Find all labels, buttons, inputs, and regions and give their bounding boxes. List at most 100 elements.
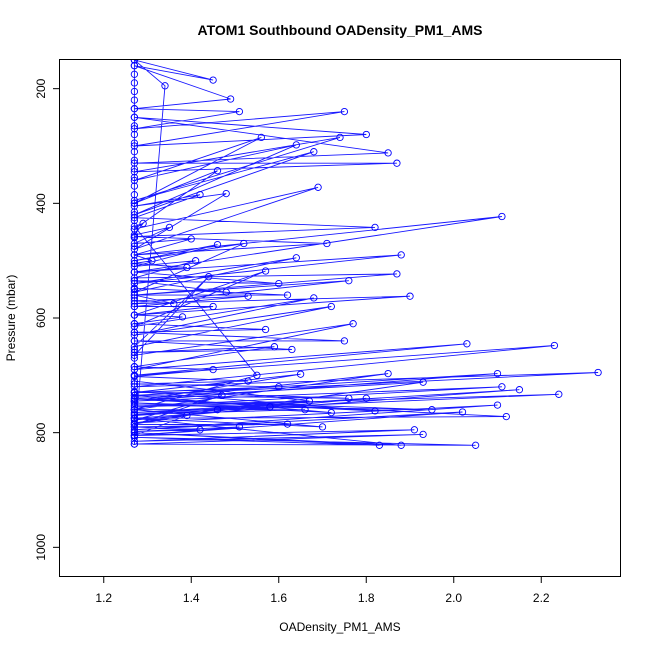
data-point (196, 426, 204, 434)
data-point (235, 107, 244, 116)
data-point (226, 95, 235, 103)
data-point (235, 423, 244, 431)
data-point (261, 325, 270, 334)
data-point (130, 401, 139, 409)
data-point (130, 391, 139, 400)
data-point (130, 202, 139, 210)
data-point (471, 441, 480, 449)
data-point (130, 291, 139, 299)
data-point (222, 189, 230, 198)
data-point (209, 365, 217, 374)
data-point (130, 165, 139, 173)
data-point (283, 291, 292, 299)
data-point (130, 148, 139, 156)
data-point (130, 176, 139, 185)
x-tick-label: 2.0 (445, 591, 462, 605)
data-point (340, 107, 349, 116)
data-point (130, 431, 139, 440)
data-point (130, 348, 139, 357)
data-point (130, 337, 139, 345)
data-point (130, 142, 139, 150)
plot-area (130, 60, 602, 449)
data-point (292, 141, 300, 149)
data-point (130, 328, 139, 336)
data-point (493, 401, 502, 409)
data-point (130, 354, 139, 362)
data-point (498, 383, 506, 391)
data-point (318, 423, 327, 431)
data-point (515, 386, 524, 394)
data-point (130, 79, 139, 87)
data-point (130, 222, 139, 230)
data-point (165, 223, 174, 232)
data-point (266, 403, 274, 411)
data-point (362, 130, 370, 139)
data-point (130, 399, 139, 407)
data-point (130, 363, 139, 371)
data-point (594, 368, 602, 377)
y-tick-label: 800 (34, 422, 48, 442)
data-point (340, 337, 349, 345)
data-point (130, 251, 139, 259)
data-point (213, 240, 222, 249)
data-point (130, 403, 139, 411)
x-tick-label: 1.4 (183, 591, 200, 605)
data-point (148, 257, 156, 265)
data-point (130, 345, 139, 354)
data-point (130, 387, 139, 396)
data-point (130, 302, 139, 311)
data-point (275, 383, 283, 391)
data-point (130, 300, 139, 308)
data-point (130, 268, 139, 276)
data-point (130, 130, 139, 139)
data-point (397, 441, 405, 449)
y-tick-label: 400 (34, 193, 48, 213)
data-point (183, 411, 191, 420)
data-point (393, 159, 401, 167)
x-tick-label: 1.8 (358, 591, 375, 605)
series-line (132, 60, 599, 446)
data-point (244, 292, 252, 300)
data-point (301, 406, 309, 414)
data-point (130, 125, 139, 133)
data-point (130, 139, 139, 147)
data-point (296, 370, 305, 378)
data-point (130, 259, 139, 268)
data-point (384, 369, 392, 378)
data-point (130, 242, 139, 250)
data-point (240, 239, 248, 248)
data-point (371, 223, 379, 232)
data-point (458, 408, 467, 416)
data-point (130, 239, 139, 248)
data-point (419, 430, 427, 439)
data-point (502, 412, 510, 421)
data-point (130, 182, 139, 190)
x-tick-label: 1.2 (95, 591, 112, 605)
data-point (493, 369, 502, 378)
data-point (130, 211, 139, 219)
data-point (310, 148, 318, 156)
y-axis-label: Pressure (mbar) (4, 275, 18, 362)
data-point (130, 196, 139, 205)
x-axis: 1.2 1.4 1.6 1.8 2.0 2.2 (95, 576, 550, 605)
data-point (428, 406, 436, 414)
data-point (130, 380, 139, 388)
data-point (270, 343, 279, 351)
data-point (275, 279, 283, 288)
y-tick-label: 600 (34, 308, 48, 328)
data-point (130, 311, 139, 319)
data-point (183, 263, 191, 272)
data-point (498, 212, 506, 221)
data-point (196, 191, 204, 199)
data-point (130, 372, 139, 381)
data-point (130, 274, 139, 282)
data-point (362, 394, 370, 402)
data-point (130, 277, 139, 285)
data-point (209, 76, 217, 84)
data-point (130, 322, 139, 331)
data-point (393, 270, 401, 278)
data-point (139, 219, 147, 228)
data-point (419, 378, 427, 386)
data-point (345, 394, 353, 402)
